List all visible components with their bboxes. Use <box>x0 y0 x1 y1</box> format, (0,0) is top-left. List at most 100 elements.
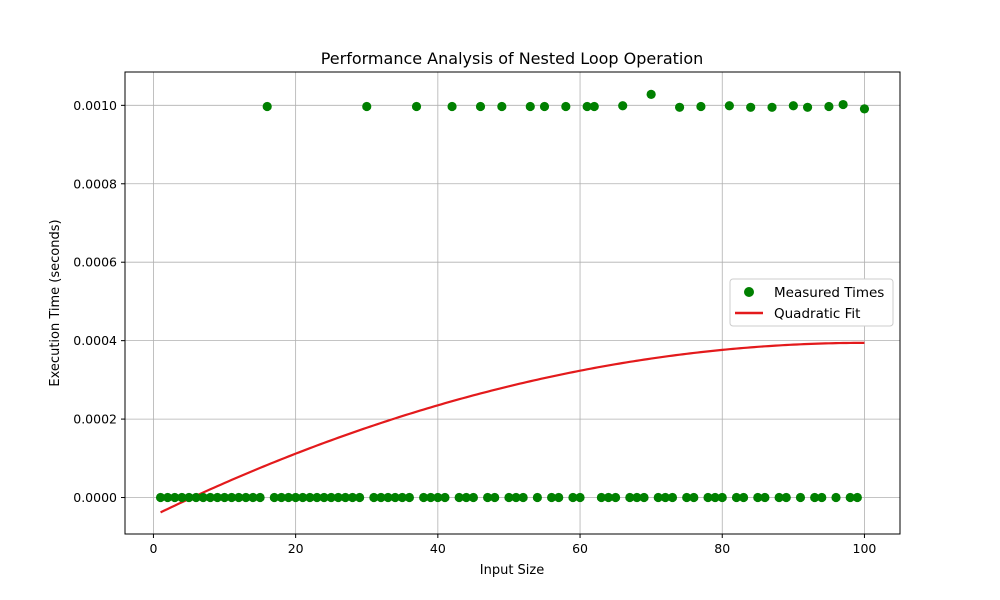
data-point <box>163 492 173 503</box>
data-point <box>781 492 791 503</box>
data-point <box>810 492 820 503</box>
data-point <box>205 492 215 503</box>
data-point <box>397 492 407 503</box>
data-point <box>618 101 628 111</box>
data-point <box>568 492 578 503</box>
data-point <box>447 101 457 112</box>
data-point <box>355 492 365 503</box>
data-point <box>376 492 386 503</box>
y-tick-label: 0.0004 <box>73 333 117 348</box>
data-point <box>333 492 343 503</box>
data-point <box>475 101 486 112</box>
data-point <box>582 101 592 112</box>
data-point <box>212 492 223 503</box>
data-point <box>639 492 649 503</box>
data-point <box>554 492 564 503</box>
data-point <box>767 102 777 112</box>
data-point <box>525 101 535 112</box>
data-point <box>319 492 329 503</box>
y-tick-label: 0.0002 <box>73 412 117 427</box>
data-point <box>298 492 308 503</box>
x-tick-label: 40 <box>430 541 446 556</box>
data-point <box>575 492 585 503</box>
data-point <box>504 492 514 503</box>
legend-box <box>729 278 894 327</box>
data-point <box>603 492 614 503</box>
data-point <box>305 492 315 503</box>
data-point <box>312 492 322 503</box>
data-point <box>774 492 784 503</box>
data-point <box>831 492 841 503</box>
x-tick-label: 100 <box>853 541 877 556</box>
data-point <box>177 492 187 503</box>
data-point <box>795 492 806 503</box>
data-point <box>817 492 827 503</box>
data-point <box>724 101 734 111</box>
data-point <box>490 492 500 503</box>
data-point <box>241 492 251 503</box>
data-point <box>646 89 656 99</box>
data-point <box>170 492 180 503</box>
data-point <box>440 492 450 503</box>
data-point <box>234 492 244 503</box>
data-point <box>326 492 336 503</box>
plot-area <box>124 71 901 535</box>
data-point <box>674 102 685 112</box>
ticks: 0 20 40 60 80 100 0.0000 0.0002 0.0004 0.0006 0.00… <box>73 98 876 556</box>
x-tick-label: 60 <box>572 541 588 556</box>
legend-marker-measured-times <box>744 287 754 297</box>
data-point <box>347 492 358 503</box>
data-point <box>362 101 372 112</box>
data-point <box>838 99 848 110</box>
x-tick-label: 20 <box>288 541 304 556</box>
data-point <box>539 101 550 112</box>
fit-line-layer <box>160 341 865 514</box>
data-point <box>788 101 798 111</box>
data-point <box>625 492 635 503</box>
y-tick-label: 0.0008 <box>73 176 117 191</box>
data-point <box>682 492 692 503</box>
data-point <box>660 492 670 503</box>
data-point <box>219 492 230 503</box>
data-point <box>859 104 870 114</box>
y-tick-label: 0.0000 <box>73 490 117 505</box>
data-point <box>561 101 571 112</box>
data-point <box>155 492 166 503</box>
data-point <box>454 492 464 503</box>
data-point <box>191 492 201 503</box>
data-point <box>404 492 415 503</box>
data-point <box>760 492 770 503</box>
x-axis-label: Input Size <box>480 563 544 578</box>
data-point <box>845 492 855 503</box>
data-point <box>610 492 621 503</box>
data-point <box>753 492 763 503</box>
data-point <box>589 101 599 112</box>
data-point <box>390 492 400 503</box>
data-point <box>703 492 713 503</box>
points-layer <box>155 89 870 503</box>
data-point <box>824 101 834 112</box>
data-point <box>852 492 862 503</box>
data-point <box>532 492 542 503</box>
legend-label-measured-times: Measured Times <box>774 285 884 301</box>
data-point <box>710 492 720 503</box>
data-point <box>746 102 756 112</box>
data-point <box>283 492 294 503</box>
data-point <box>262 101 272 112</box>
data-point <box>547 492 557 503</box>
data-point <box>411 101 422 112</box>
data-point <box>369 492 379 503</box>
data-point <box>653 492 663 503</box>
data-point <box>731 492 742 503</box>
data-point <box>383 492 393 503</box>
data-point <box>802 102 813 112</box>
data-point <box>632 492 642 503</box>
data-point <box>511 492 521 503</box>
y-tick-label: 0.0010 <box>73 98 117 113</box>
data-point <box>667 492 678 503</box>
data-point <box>596 492 606 503</box>
data-point <box>248 492 258 503</box>
data-point <box>433 492 443 503</box>
data-point <box>497 101 507 112</box>
